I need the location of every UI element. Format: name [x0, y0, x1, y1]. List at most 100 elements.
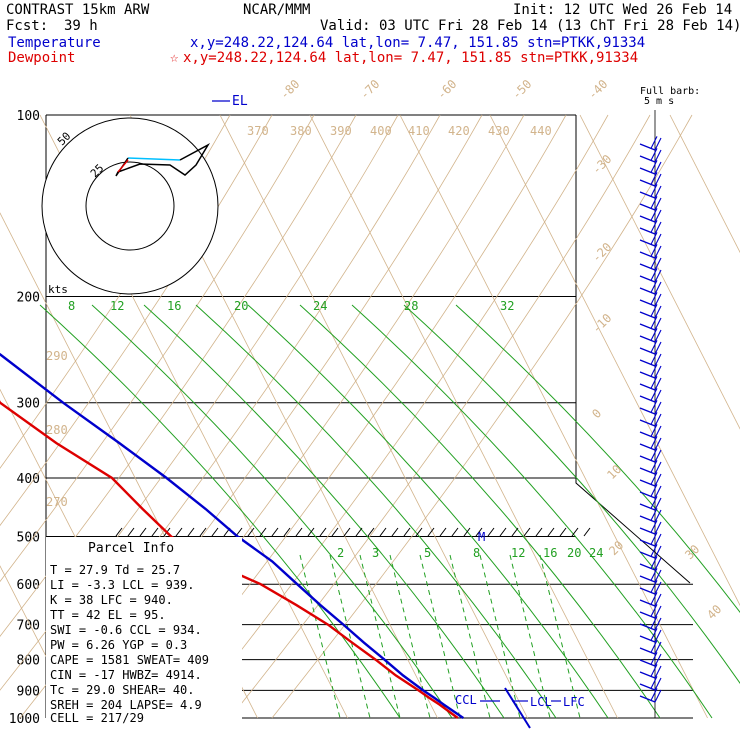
wind-barb-staff	[639, 479, 656, 487]
wind-barb-feather	[650, 412, 658, 425]
wind-barb-feather	[654, 473, 662, 487]
isotherm-line	[669, 114, 740, 254]
wind-barb-feather	[650, 328, 658, 341]
el-label: EL	[232, 94, 248, 109]
wind-barb-feather	[654, 521, 662, 535]
wind-barb-feather	[650, 172, 658, 185]
wind-barb-feather	[650, 592, 658, 605]
dewpoint-location: x,y=248.22,124.64 lat,lon= 7.47, 151.85 …	[183, 50, 638, 66]
wind-barb-staff	[639, 503, 656, 511]
adiabat-line	[271, 114, 693, 719]
hatch-mark	[175, 527, 183, 537]
mixing-ratio-line	[509, 554, 551, 719]
temperature-tick-label: -50	[509, 77, 534, 102]
hatch-mark	[391, 527, 399, 537]
right-frame	[575, 115, 691, 584]
wind-barb	[639, 316, 662, 331]
wind-barb-feather	[654, 137, 662, 151]
parcel-line: Tc = 29.0 SHEAR= 40.	[50, 683, 195, 697]
model-center: NCAR/MMM	[243, 2, 310, 18]
wind-barb-feather	[650, 316, 658, 329]
hodograph-kts-label: kts	[48, 283, 68, 296]
wind-barb-feather	[654, 233, 662, 247]
wind-barb-feather	[654, 425, 662, 439]
hatch-mark	[307, 527, 315, 537]
barb-units: 5 m s	[644, 96, 674, 107]
wind-barb-feather	[654, 245, 662, 259]
moist-adiabat	[403, 304, 740, 684]
mixing-ratio-tick-label: 16	[167, 299, 181, 313]
theta-tick-label: 400	[370, 124, 392, 138]
wind-barb-feather	[650, 352, 658, 365]
wind-barb-feather	[650, 460, 658, 473]
mixing-ratio-tick-label: 24	[313, 299, 327, 313]
wind-barb-feather	[650, 244, 658, 257]
wind-barb-feather	[654, 389, 662, 403]
hatch-mark	[319, 527, 327, 537]
wind-barb	[639, 184, 662, 199]
pressure-tick-label: 700	[17, 619, 40, 634]
wind-barb-feather	[654, 161, 662, 175]
hatch-mark	[475, 527, 483, 537]
wind-barb-feather	[650, 508, 658, 521]
mixing-ratio-tick-label: 12	[110, 299, 124, 313]
lcl-label: LCL	[530, 695, 552, 709]
hatch-mark	[283, 527, 291, 537]
wind-barb-staff	[639, 299, 656, 307]
wind-barb-feather	[654, 365, 662, 379]
mixing-ratio-tick-label: 2	[337, 546, 344, 560]
wind-barb-staff	[639, 263, 656, 271]
hatch-mark	[379, 527, 387, 537]
theta-tick-label: 430	[488, 124, 510, 138]
wind-barb-staff	[639, 599, 656, 607]
parcel-info-title: Parcel Info	[88, 541, 174, 556]
hatch-mark	[451, 527, 459, 537]
wind-barb	[639, 328, 662, 343]
wind-barb-feather	[650, 568, 658, 581]
wind-barb-feather	[650, 364, 658, 377]
wind-barb	[639, 292, 662, 307]
pressure-tick-label: 100	[17, 109, 40, 124]
wind-barb	[639, 544, 662, 559]
temperature-profile	[0, 352, 464, 719]
isotherm-line	[399, 114, 708, 719]
wind-barb	[639, 280, 662, 295]
wind-barb-feather	[654, 173, 662, 187]
wind-barb-staff	[639, 563, 656, 571]
hatch-mark	[487, 527, 495, 537]
wind-barb	[639, 256, 662, 271]
wind-barb-feather	[654, 485, 662, 499]
hodograph-trace-upper	[127, 157, 181, 161]
wind-barb-feather	[650, 268, 658, 281]
wind-barb-feather	[654, 341, 662, 355]
dewpoint-profile	[0, 400, 459, 719]
wind-barb-staff	[639, 143, 656, 151]
wind-barb-staff	[639, 455, 656, 463]
hatch-mark	[439, 527, 447, 537]
moist-adiabat	[91, 304, 453, 719]
wind-barb-staff	[639, 359, 656, 367]
temperature-tick-label: -10	[589, 311, 614, 336]
hatch-mark	[427, 527, 435, 537]
wind-barb-feather	[654, 557, 662, 571]
wind-barb-staff	[639, 419, 656, 427]
wind-barb	[639, 400, 662, 415]
hatch-mark	[295, 527, 303, 537]
wind-barb-staff	[639, 347, 656, 355]
wind-barb-staff	[639, 611, 656, 619]
wind-barb-feather	[650, 628, 658, 641]
mixing-ratio-tick-label: 16	[543, 546, 557, 560]
wind-barb-feather	[650, 340, 658, 353]
wind-barb-feather	[650, 436, 658, 449]
isotherm-line	[489, 114, 740, 607]
wind-barb-feather	[650, 424, 658, 437]
wind-barb	[639, 628, 662, 643]
parcel-line: LI = -3.3 LCL = 939.	[50, 578, 195, 592]
theta-tick-label: 440	[530, 124, 552, 138]
mixing-ratio-line	[359, 554, 401, 719]
wind-barb	[639, 412, 662, 427]
adiabat-line	[0, 114, 357, 637]
wind-barb-feather	[654, 293, 662, 307]
wind-barb-staff	[639, 383, 656, 391]
wind-barb-feather	[654, 377, 662, 391]
